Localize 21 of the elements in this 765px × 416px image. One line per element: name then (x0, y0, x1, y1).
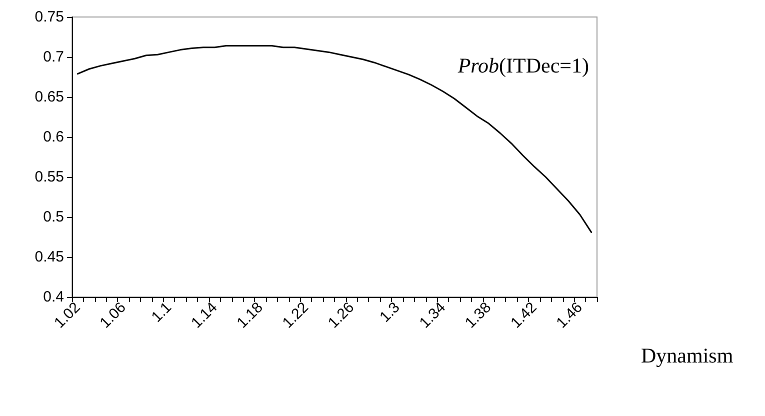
x-axis-title: Dynamism (641, 344, 734, 368)
x-tick-label: 1.46 (553, 298, 586, 332)
x-tick-label: 1.06 (96, 298, 130, 332)
series-label: Prob(ITDec=1) (456, 54, 590, 78)
x-tick-label: 1.34 (416, 298, 449, 332)
y-tick-label: 0.4 (43, 288, 64, 306)
x-tick-label: 1.1 (148, 298, 176, 326)
y-tick-label: 0.5 (43, 208, 64, 226)
y-tick-label: 0.6 (43, 128, 64, 146)
y-tick-label: 0.7 (43, 48, 64, 66)
y-tick-label: 0.55 (34, 168, 64, 186)
x-tick-label: 1.42 (508, 298, 540, 332)
y-tick-label: 0.75 (34, 8, 64, 26)
y-tick-label: 0.45 (34, 248, 64, 266)
y-tick-label: 0.65 (34, 88, 64, 106)
x-tick-label: 1.3 (376, 298, 404, 326)
x-tick-label: 1.22 (279, 298, 312, 332)
line-series (76, 45, 592, 233)
x-tick-label: 1.18 (234, 298, 266, 332)
x-tick-label: 1.26 (324, 298, 358, 332)
x-tick-label: 1.38 (462, 298, 495, 332)
